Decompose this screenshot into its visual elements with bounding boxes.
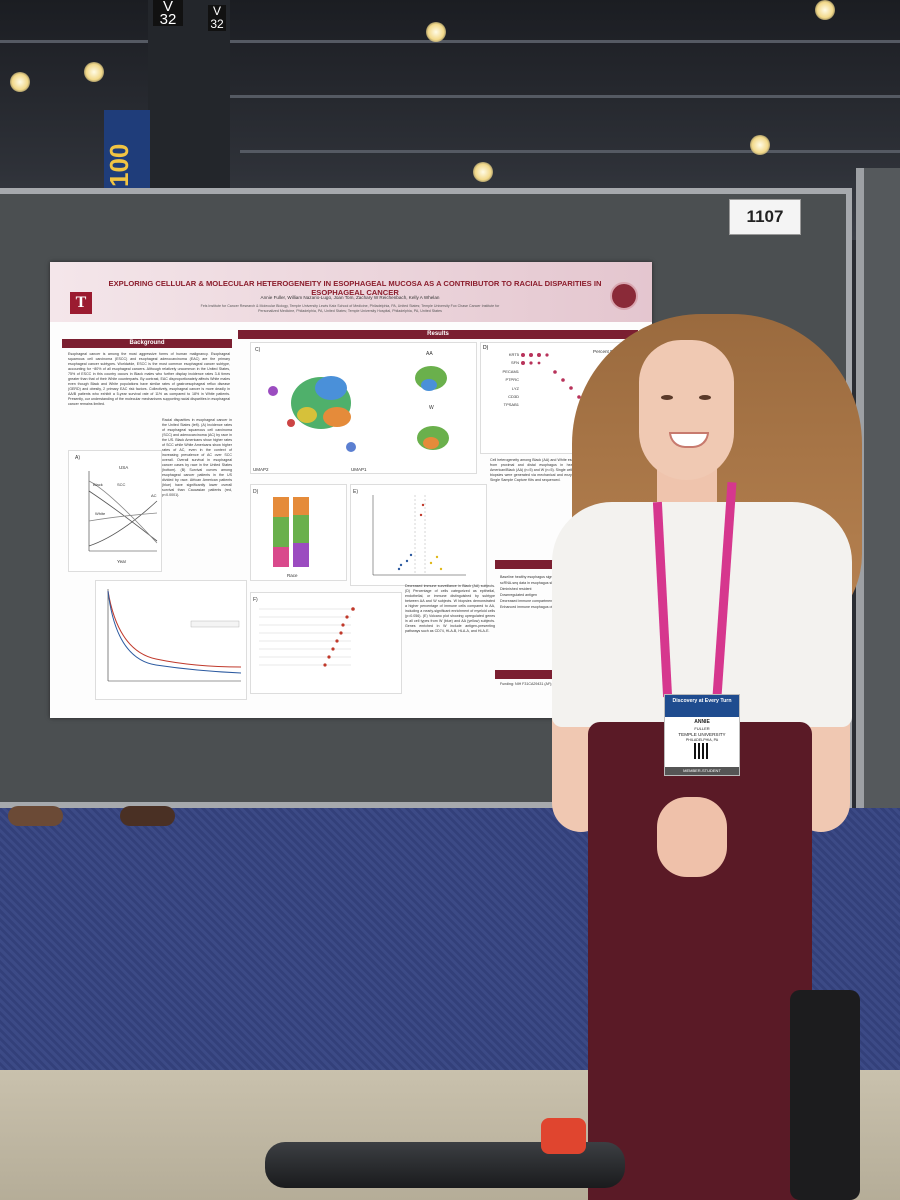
visitor-shoe	[120, 806, 175, 826]
hall-pillar: V 32 V 32	[148, 0, 230, 215]
black-bag	[790, 990, 860, 1200]
ceiling-light	[815, 0, 835, 20]
pillar-sign: V 32	[153, 0, 183, 27]
university-seal-icon	[610, 282, 638, 310]
chart-label-usa: USA	[119, 465, 128, 470]
survival-curve-black	[107, 590, 242, 674]
ceiling-light	[10, 72, 30, 92]
umap-axis-label: UMAP2	[253, 467, 269, 472]
umap-cluster	[346, 442, 356, 452]
panel-letter-d: D)	[483, 345, 489, 351]
ac-curve	[88, 500, 158, 547]
research-poster: T EXPLORING CELLULAR & MOLECULAR HETEROG…	[50, 262, 652, 718]
umap-cluster	[287, 419, 295, 427]
umap-cluster	[315, 376, 347, 400]
volcano-plot: E)	[353, 489, 466, 576]
name-badge: Discovery at Every Turn ANNIE FULLER TEM…	[664, 694, 740, 776]
gsea-panel: F)	[250, 592, 402, 694]
presenter: Discovery at Every Turn ANNIE FULLER TEM…	[552, 312, 872, 1200]
funding-text: Funding: NIH F31CA29431 (AF); R21CA25646…	[500, 682, 589, 686]
umap-panel: C) AA W UMAP1 UMAP2	[250, 342, 477, 474]
chart-label-ac: AC	[151, 493, 157, 498]
black-curve	[88, 480, 158, 544]
badge-location: PHILADELPHIA, PA	[685, 738, 719, 742]
panel-letter-e: E)	[353, 489, 358, 495]
badge-footer: MEMBER-STUDENT	[665, 767, 739, 775]
chart-label-year: Year	[117, 559, 127, 564]
white-curve	[88, 512, 158, 522]
heterogeneity-text: Cell heterogeneity among Black (AA) and …	[490, 458, 640, 482]
panel-letter-c: C)	[255, 347, 261, 353]
survival-curve-white	[107, 590, 242, 668]
ceiling-light	[84, 62, 104, 82]
survival-chart-plot: B)	[66, 583, 242, 682]
ceiling-truss	[230, 95, 900, 98]
visitor-shoe	[8, 806, 63, 826]
qr-code-icon	[694, 743, 710, 759]
section-background-header: Background	[62, 339, 232, 348]
eye	[661, 395, 673, 400]
disparities-text: Racial disparities in esophageal cancer …	[162, 418, 232, 497]
dot-plot-genes: KRT5 SFN PECAM1 PTPRC LYZ CD3D TPSAB1	[502, 352, 519, 408]
booth-number: 1107	[729, 199, 801, 235]
volcano-plot-panel: E)	[350, 484, 487, 586]
umap-plot: C) AA W UMAP1 UMAP2	[253, 347, 449, 472]
incidence-chart: A) USA Black SCC White AC Year	[68, 450, 162, 572]
eye	[699, 395, 711, 400]
temple-logo: T	[70, 292, 92, 314]
umap-cluster	[421, 379, 437, 391]
chart-label-black: Black	[93, 482, 103, 487]
umap-group-label: W	[429, 405, 434, 411]
cell-chart-axis: Race	[287, 573, 298, 578]
umap-group-label: AA	[426, 351, 433, 357]
umap-cluster	[423, 437, 439, 449]
ceiling-truss	[240, 150, 900, 153]
badge-last-name: FULLER	[694, 726, 710, 731]
gsea-plot: F)	[253, 597, 355, 667]
umap-cluster	[297, 407, 317, 423]
poster-header	[50, 262, 652, 322]
ceiling-light	[426, 22, 446, 42]
cell-proportion-chart: D) Race	[250, 484, 347, 581]
panel-letter-f: F)	[253, 597, 258, 603]
incidence-chart-plot: A) USA Black SCC White AC Year	[75, 455, 158, 564]
umap-cluster	[268, 386, 278, 396]
chart-label-scc: SCC	[117, 482, 126, 487]
immune-text: Decreased immune surveillance in Black (…	[405, 584, 495, 633]
survival-chart: B)	[66, 580, 247, 700]
poster-title: EXPLORING CELLULAR & MOLECULAR HETEROGEN…	[108, 279, 602, 297]
pillar-sign: V 32	[208, 5, 226, 31]
presenter-top	[552, 502, 852, 727]
presenter-pants	[588, 722, 812, 1200]
section-results-header: Results	[238, 330, 638, 339]
badge-institution: TEMPLE UNIVERSITY	[678, 732, 726, 737]
poster-tube-cap	[541, 1118, 586, 1154]
poster-authors: Annie Fuller, William Nazario-Lugo, Joan…	[260, 295, 440, 300]
panel-letter-d2: D)	[253, 489, 259, 495]
presenter-face	[639, 340, 734, 480]
cell-proportion-plot: D) Race	[253, 489, 309, 578]
ceiling-truss	[0, 40, 900, 43]
poster-affiliations: Fels Institute for Cancer Research & Mol…	[200, 304, 500, 313]
panel-letter-a: A)	[75, 455, 80, 461]
umap-axis-label: UMAP1	[351, 467, 367, 472]
chart-label-white: White	[95, 511, 106, 516]
background-text: Esophageal cancer is among the most aggr…	[68, 352, 230, 406]
umap-cluster	[323, 407, 351, 427]
ceiling-light	[750, 135, 770, 155]
smile	[669, 432, 709, 448]
presenter-hands	[657, 797, 727, 877]
badge-first-name: ANNIE	[694, 719, 710, 725]
ceiling-light	[473, 162, 493, 182]
hazard-ratio-box	[190, 620, 240, 628]
badge-header: Discovery at Every Turn	[665, 695, 739, 717]
